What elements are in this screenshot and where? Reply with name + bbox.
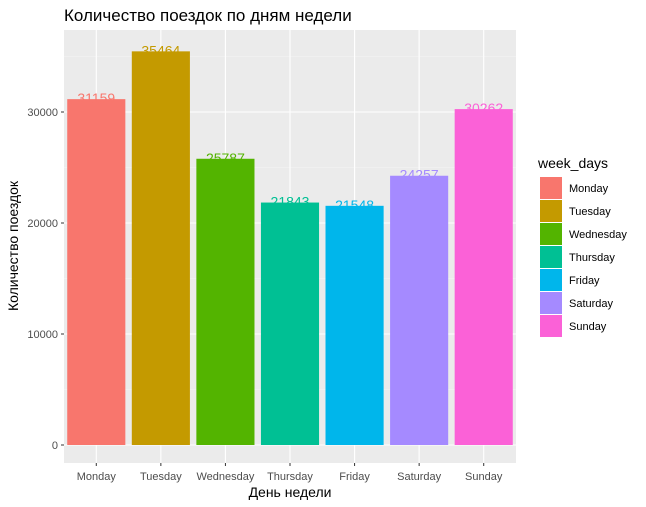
x-tick-label: Thursday xyxy=(267,471,313,483)
x-tick-label: Tuesday xyxy=(140,471,182,483)
data-labels: 31159 35464 25787 21843 21548 24257 30262 xyxy=(77,42,503,212)
y-tick-label: 10000 xyxy=(27,329,58,341)
x-tick-label: Friday xyxy=(339,471,370,483)
data-label-sunday: 30262 xyxy=(464,100,503,116)
bar-wednesday xyxy=(196,158,255,446)
y-axis-title: Количество поездок xyxy=(5,180,21,311)
legend-label-thursday: Thursday xyxy=(569,252,615,264)
x-axis-ticks: Monday Tuesday Wednesday Thursday Friday Satu… xyxy=(77,463,503,483)
y-tick-label: 0 xyxy=(52,440,58,452)
x-axis-title: День недели xyxy=(249,484,332,500)
x-tick-label: Monday xyxy=(77,471,117,483)
bar-friday xyxy=(325,205,384,445)
x-tick-label: Wednesday xyxy=(196,471,254,483)
y-axis-ticks: 0 10000 20000 30000 xyxy=(27,107,64,452)
legend-key-thursday xyxy=(540,246,562,268)
bar-saturday xyxy=(390,175,449,445)
legend-key-monday xyxy=(540,177,562,199)
data-label-monday: 31159 xyxy=(77,90,115,106)
bar-sunday xyxy=(454,109,513,445)
data-label-tuesday: 35464 xyxy=(141,42,180,58)
legend-key-saturday xyxy=(540,292,562,314)
legend-label-tuesday: Tuesday xyxy=(569,206,611,218)
bar-tuesday xyxy=(131,51,190,445)
data-label-thursday: 21843 xyxy=(271,194,310,210)
legend-label-monday: Monday xyxy=(569,183,609,195)
legend-key-wednesday xyxy=(540,223,562,245)
legend-label-sunday: Sunday xyxy=(569,321,607,333)
x-tick-label: Saturday xyxy=(397,471,442,483)
x-tick-label: Sunday xyxy=(465,471,503,483)
legend-key-sunday xyxy=(540,315,562,337)
chart-title: Количество поездок по дням недели xyxy=(64,6,352,25)
bar-monday xyxy=(67,99,126,445)
bar-thursday xyxy=(260,202,320,445)
legend-items: Monday Tuesday Wednesday Thursday Friday Satu… xyxy=(540,177,627,337)
legend-label-saturday: Saturday xyxy=(569,298,614,310)
legend-key-tuesday xyxy=(540,200,562,222)
legend-key-friday xyxy=(540,269,562,291)
data-label-wednesday: 25787 xyxy=(206,150,245,166)
y-tick-label: 30000 xyxy=(27,107,58,119)
y-tick-label: 20000 xyxy=(27,218,58,230)
data-label-saturday: 24257 xyxy=(400,167,439,183)
legend-label-wednesday: Wednesday xyxy=(569,229,627,241)
legend-title: week_days xyxy=(537,155,608,171)
data-label-friday: 21548 xyxy=(335,197,374,213)
bars xyxy=(67,51,513,446)
legend: week_days Monday Tuesday Wednesday Thursday… xyxy=(537,155,627,337)
legend-label-friday: Friday xyxy=(569,275,600,287)
